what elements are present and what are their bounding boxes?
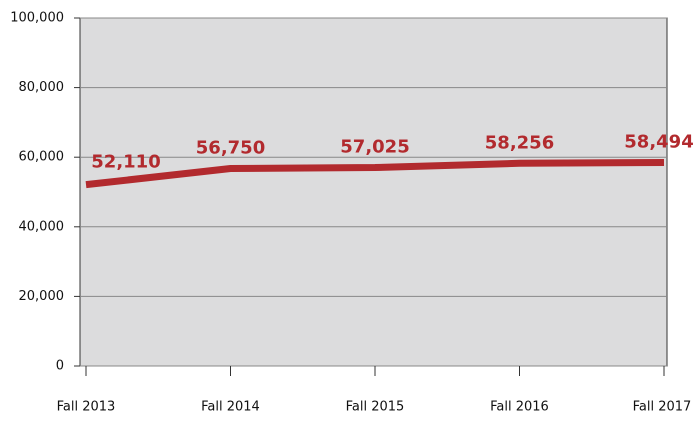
x-tick-label: Fall 2016 <box>490 400 549 415</box>
y-tick-label: 100,000 <box>10 11 64 26</box>
value-label: 52,110 <box>91 152 160 173</box>
y-tick-label: 60,000 <box>19 150 65 165</box>
value-label: 58,494 <box>624 131 693 152</box>
plot-area <box>79 17 668 367</box>
y-tick-label: 40,000 <box>19 219 65 234</box>
x-tick-label: Fall 2017 <box>633 400 692 415</box>
x-tick-label: Fall 2015 <box>346 400 405 415</box>
y-tick-label: 0 <box>56 359 64 374</box>
value-label: 56,750 <box>196 138 265 159</box>
line <box>85 158 665 189</box>
x-tick-label: Fall 2013 <box>57 400 116 415</box>
x-tick-label: Fall 2014 <box>201 400 260 415</box>
value-label: 57,025 <box>340 137 409 158</box>
value-label: 58,256 <box>485 132 554 153</box>
y-tick-label: 80,000 <box>19 80 65 95</box>
y-tick-label: 20,000 <box>19 289 65 304</box>
